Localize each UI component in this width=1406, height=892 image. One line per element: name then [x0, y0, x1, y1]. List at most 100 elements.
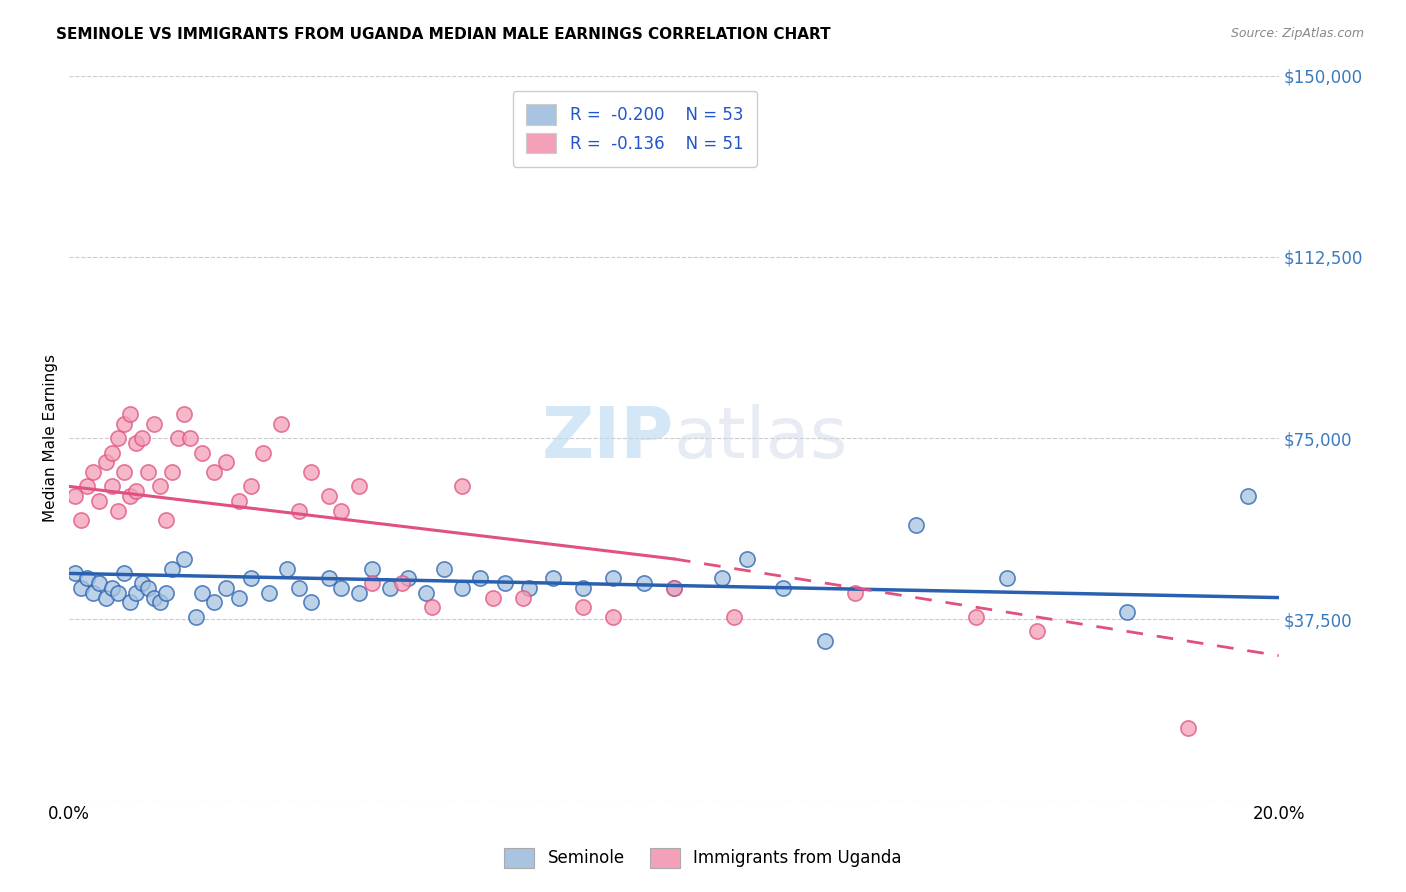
Point [191, 586, 214, 600]
Point [451, 479, 474, 493]
Point [100, 479, 122, 493]
Point [118, 595, 141, 609]
Point [257, 586, 280, 600]
Point [131, 431, 153, 445]
Point [125, 484, 148, 499]
Y-axis label: Median Male Earnings: Median Male Earnings [44, 354, 58, 522]
Point [814, 634, 837, 648]
Point [433, 561, 456, 575]
Point [215, 455, 238, 469]
Point [65, 566, 87, 581]
Text: ZIP: ZIP [541, 403, 673, 473]
Point [215, 581, 238, 595]
Point [89, 576, 111, 591]
Point [711, 571, 734, 585]
Point [512, 591, 534, 605]
Point [118, 489, 141, 503]
Point [1177, 721, 1199, 735]
Point [76, 479, 98, 493]
Point [1237, 489, 1260, 503]
Point [173, 407, 195, 421]
Point [149, 595, 172, 609]
Point [270, 417, 292, 431]
Point [131, 576, 153, 591]
Point [276, 561, 298, 575]
Point [360, 576, 382, 591]
Point [202, 595, 225, 609]
Point [100, 581, 122, 595]
Point [420, 600, 443, 615]
Point [318, 489, 340, 503]
Point [541, 571, 564, 585]
Point [89, 494, 111, 508]
Point [451, 581, 474, 595]
Point [378, 581, 401, 595]
Point [107, 586, 129, 600]
Point [65, 489, 87, 503]
Point [723, 610, 745, 624]
Point [391, 576, 413, 591]
Point [112, 566, 135, 581]
Point [112, 417, 135, 431]
Point [517, 581, 540, 595]
Point [288, 503, 311, 517]
Legend: Seminole, Immigrants from Uganda: Seminole, Immigrants from Uganda [498, 841, 908, 875]
Point [136, 581, 159, 595]
Text: Source: ZipAtlas.com: Source: ZipAtlas.com [1230, 27, 1364, 40]
Point [415, 586, 437, 600]
Point [330, 581, 353, 595]
Point [142, 417, 165, 431]
Point [239, 479, 262, 493]
Text: atlas: atlas [673, 403, 848, 473]
Point [239, 571, 262, 585]
Point [299, 465, 322, 479]
Point [844, 586, 866, 600]
Point [191, 445, 214, 459]
Point [349, 586, 371, 600]
Point [173, 552, 195, 566]
Point [186, 610, 208, 624]
Point [118, 407, 141, 421]
Point [299, 595, 322, 609]
Point [107, 503, 129, 517]
Point [494, 576, 516, 591]
Point [572, 600, 595, 615]
Point [396, 571, 419, 585]
Point [76, 571, 98, 585]
Point [772, 581, 794, 595]
Point [662, 581, 685, 595]
Point [965, 610, 987, 624]
Point [904, 518, 927, 533]
Point [318, 571, 340, 585]
Point [82, 586, 104, 600]
Point [100, 445, 122, 459]
Point [481, 591, 503, 605]
Point [136, 465, 159, 479]
Point [179, 431, 201, 445]
Point [228, 494, 250, 508]
Point [662, 581, 685, 595]
Point [167, 431, 190, 445]
Legend: R =  -0.200    N = 53, R =  -0.136    N = 51: R = -0.200 N = 53, R = -0.136 N = 51 [513, 91, 756, 167]
Point [94, 455, 117, 469]
Point [1025, 624, 1047, 639]
Point [160, 465, 183, 479]
Point [107, 431, 129, 445]
Point [112, 465, 135, 479]
Point [602, 610, 624, 624]
Point [155, 513, 177, 527]
Point [1116, 605, 1139, 619]
Point [735, 552, 758, 566]
Point [149, 479, 172, 493]
Point [470, 571, 492, 585]
Point [252, 445, 274, 459]
Point [360, 561, 382, 575]
Point [125, 436, 148, 450]
Point [349, 479, 371, 493]
Point [202, 465, 225, 479]
Point [995, 571, 1018, 585]
Point [82, 465, 104, 479]
Point [160, 561, 183, 575]
Point [125, 586, 148, 600]
Point [572, 581, 595, 595]
